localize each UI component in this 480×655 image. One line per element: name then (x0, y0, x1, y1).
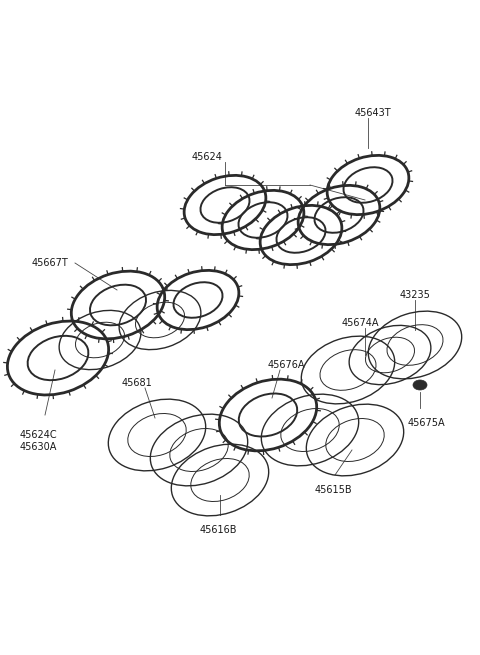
Text: 45675A: 45675A (408, 418, 445, 428)
Text: 45615B: 45615B (315, 485, 353, 495)
Text: 45674A: 45674A (342, 318, 380, 328)
Text: 45681: 45681 (122, 378, 153, 388)
Ellipse shape (413, 380, 427, 390)
Text: 45676A: 45676A (268, 360, 305, 370)
Text: 45624: 45624 (192, 152, 223, 162)
Text: 43235: 43235 (400, 290, 431, 300)
Text: 45667T: 45667T (32, 258, 69, 268)
Text: 45624C
45630A: 45624C 45630A (20, 430, 58, 451)
Text: 45616B: 45616B (200, 525, 238, 535)
Text: 45643T: 45643T (355, 108, 392, 118)
